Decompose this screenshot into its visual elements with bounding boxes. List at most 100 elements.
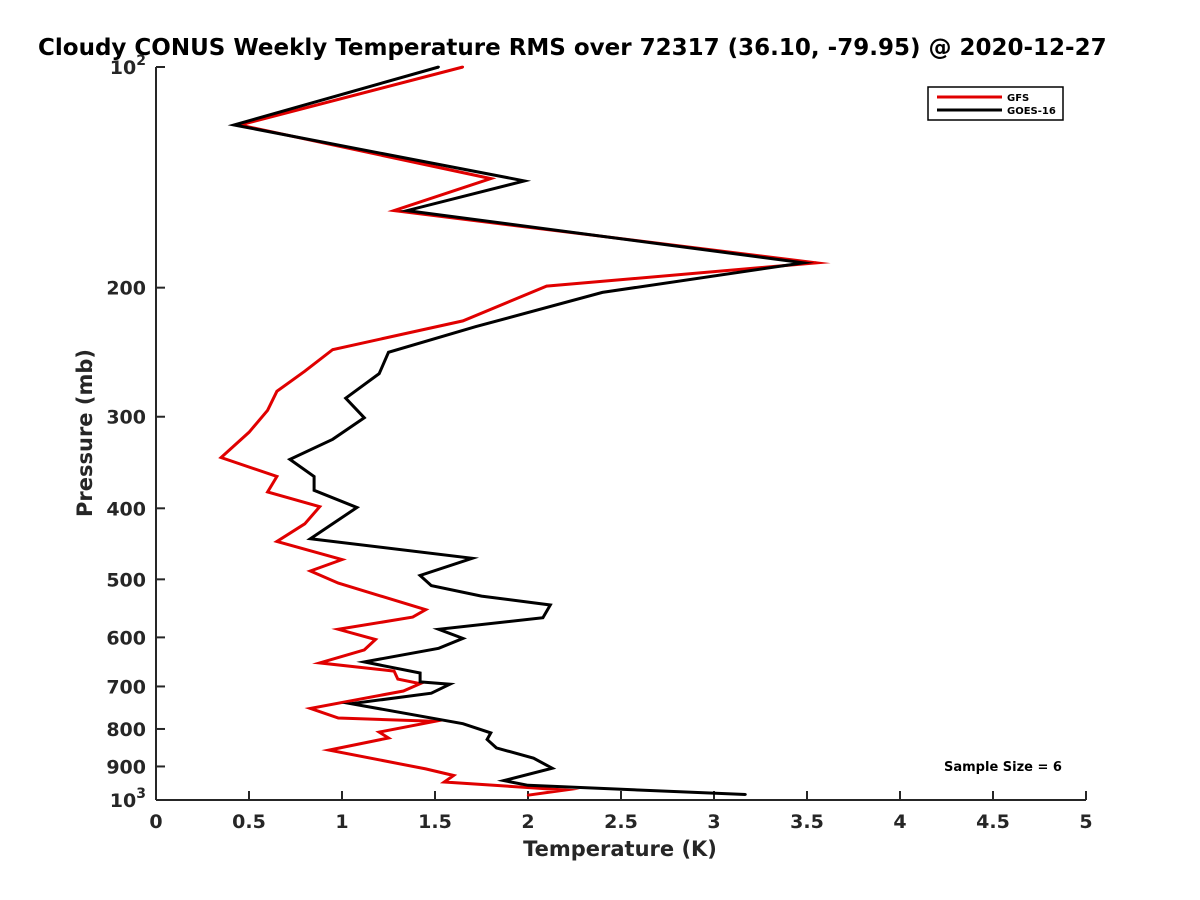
data-point-goes-16 [474,325,478,328]
x-tick-label: 4.5 [976,811,1010,833]
data-point-goes-16 [523,179,526,183]
x-tick-label: 4 [893,811,906,833]
x-tick-label: 1 [335,811,348,833]
data-point-gfs [396,677,399,681]
x-tick-label: 0.5 [232,811,266,833]
data-point-gfs [327,748,331,752]
data-point-gfs [424,767,427,771]
data-point-gfs [266,490,269,494]
y-tick-label: 103 [110,786,146,812]
data-point-gfs [337,581,340,585]
data-point-gfs [452,774,455,777]
data-point-gfs [443,780,446,784]
data-point-goes-16 [551,767,554,770]
data-point-goes-16 [378,372,381,375]
data-point-gfs [378,730,381,734]
data-point-gfs [318,505,321,508]
y-tick-label: 102 [110,53,146,79]
data-point-gfs [331,348,334,351]
data-point-goes-16 [430,692,433,695]
data-point-gfs [387,736,390,740]
data-point-goes-16 [526,784,530,787]
data-point-goes-16 [461,722,465,725]
data-point-goes-16 [489,731,492,735]
data-point-goes-16 [802,261,805,264]
data-point-goes-16 [387,351,390,354]
y-tick-label: 400 [106,498,146,520]
series-points-goes-16 [232,65,805,796]
data-point-goes-16 [232,123,236,127]
data-point-gfs [318,661,321,665]
x-tick-label: 5 [1079,811,1092,833]
x-axis: 0 0.5 1 1.5 2 2.5 3 3.5 4 4.5 5 [149,791,1093,833]
series-line-gfs [218,65,831,797]
y-tick-exponent: 2 [136,53,146,69]
x-tick-label: 2.5 [604,811,638,833]
y-tick-label: 300 [106,407,146,429]
data-point-gfs [309,569,312,573]
x-tick-label: 2 [521,811,534,833]
y-tick-base: 10 [110,57,136,79]
data-point-goes-16 [437,65,440,69]
data-point-goes-16 [312,475,316,478]
data-point-gfs [275,475,279,478]
data-point-goes-16 [355,506,359,509]
data-point-gfs [433,720,437,723]
data-point-goes-16 [532,757,535,760]
data-point-gfs [247,431,251,434]
legend: GFS GOES-16 [927,86,1064,121]
data-point-gfs [337,716,340,720]
data-point-gfs [564,788,567,792]
data-point-goes-16 [418,671,422,675]
data-point-goes-16 [363,660,366,664]
data-point-gfs [424,608,427,611]
data-point-goes-16 [601,291,604,294]
data-point-gfs [402,689,405,693]
data-point-gfs [392,209,396,212]
legend-box [927,86,1064,121]
chart-title: Cloudy CONUS Weekly Temperature RMS over… [38,35,1107,61]
data-point-gfs [337,628,340,631]
series-line-goes-16 [227,65,815,796]
data-point-goes-16 [437,628,440,631]
data-point-goes-16 [485,738,489,741]
data-point-gfs [309,707,312,710]
data-point-goes-16 [418,680,422,684]
y-tick-label: 700 [106,676,146,698]
y-tick-exponent: 3 [136,786,146,802]
data-point-goes-16 [331,522,334,525]
data-point-gfs [392,669,396,673]
data-point-gfs [340,558,344,561]
data-point-goes-16 [541,616,545,619]
y-tick-label: 200 [106,278,146,300]
legend-label-gfs: GFS [1007,93,1029,104]
y-tick-label: 800 [106,719,146,741]
data-point-gfs [219,456,223,459]
data-point-gfs [303,370,306,373]
y-axis-label: Pressure (mb) [73,349,97,517]
x-tick-label: 3.5 [790,811,824,833]
data-point-goes-16 [502,779,505,782]
data-point-goes-16 [344,397,347,400]
y-tick-base: 10 [110,790,136,812]
data-point-gfs [526,794,530,797]
data-point-goes-16 [461,637,465,640]
data-point-gfs [275,390,279,393]
data-point-gfs [545,284,548,288]
data-point-gfs [489,177,492,180]
x-tick-label: 0 [149,811,162,833]
data-point-goes-16 [549,603,552,607]
data-point-gfs [275,540,279,543]
y-tick-label: 900 [106,756,146,778]
data-point-gfs [303,522,306,525]
data-point-goes-16 [437,647,440,650]
sample-size-note: Sample Size = 6 [944,760,1062,775]
data-point-gfs [461,319,465,323]
data-point-gfs [266,409,269,412]
series-points-gfs [219,65,818,797]
data-point-gfs [363,648,366,652]
data-point-goes-16 [448,683,452,686]
